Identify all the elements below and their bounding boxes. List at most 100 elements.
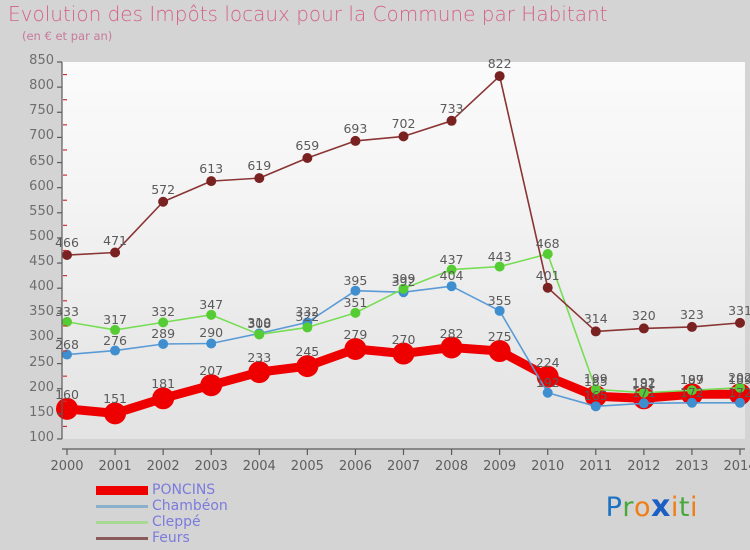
data-point[interactable]	[254, 329, 265, 340]
data-point[interactable]	[110, 324, 121, 335]
legend-color-swatch	[96, 485, 148, 495]
data-point[interactable]	[206, 309, 217, 320]
series-layer	[56, 71, 750, 425]
data-point[interactable]	[686, 397, 697, 408]
data-point[interactable]	[158, 317, 169, 328]
legend-item-label: PONCINS	[152, 482, 216, 498]
plot-background	[62, 62, 745, 439]
legend-item-clepp-[interactable]: Cleppé	[96, 514, 386, 530]
logo-letter-r: r	[622, 492, 634, 523]
legend-item-chamb-on[interactable]: Chambéon	[96, 498, 386, 514]
data-point[interactable]	[446, 115, 457, 126]
chart-legend: PONCINS Chambéon Cleppé Feurs	[96, 482, 386, 546]
data-point[interactable]	[494, 71, 505, 82]
data-point[interactable]	[296, 355, 319, 378]
data-point[interactable]	[302, 153, 313, 164]
y-axis-tick-label: 350	[29, 304, 54, 320]
data-point[interactable]	[350, 307, 361, 318]
x-axis-tick-label: 2006	[338, 459, 372, 474]
x-axis-tick-label: 2008	[435, 459, 469, 474]
data-point[interactable]	[350, 135, 361, 146]
data-point[interactable]	[440, 336, 463, 359]
data-point[interactable]	[638, 387, 649, 398]
y-axis-tick-label: 400	[29, 279, 54, 295]
y-axis-tick-label: 450	[29, 254, 54, 270]
data-point[interactable]	[56, 397, 78, 420]
x-axis-tick-label: 2009	[483, 459, 517, 474]
chart-header: Evolution des Impôts locaux pour la Comm…	[8, 2, 607, 43]
data-point[interactable]	[542, 387, 553, 398]
legend-item-poncins[interactable]: PONCINS	[96, 482, 386, 498]
data-point[interactable]	[110, 345, 121, 356]
data-point[interactable]	[200, 374, 223, 397]
legend-item-feurs[interactable]: Feurs	[96, 530, 386, 546]
series-poncins	[56, 336, 750, 425]
data-point[interactable]	[735, 317, 745, 328]
data-point[interactable]	[735, 382, 745, 393]
x-axis-tick-label: 2007	[386, 459, 421, 474]
data-point[interactable]	[206, 338, 217, 349]
data-point[interactable]	[590, 326, 601, 337]
logo-letter-i2: i	[689, 492, 698, 523]
data-point[interactable]	[494, 261, 505, 272]
y-axis-tick-label: 700	[29, 128, 54, 144]
legend-color-swatch	[96, 520, 148, 524]
x-axis-tick-label: 2002	[146, 459, 180, 474]
data-point[interactable]	[398, 131, 409, 142]
logo-letter-t: t	[678, 492, 690, 523]
data-point[interactable]	[158, 338, 169, 349]
logo-letter-x: x	[651, 489, 671, 524]
data-point[interactable]	[62, 349, 72, 360]
data-point[interactable]	[590, 401, 601, 412]
data-point[interactable]	[62, 316, 72, 327]
data-point[interactable]	[638, 398, 649, 409]
proxiti-logo[interactable]: Proxiti	[606, 489, 698, 524]
y-axis-tick-label: 500	[29, 228, 54, 244]
data-point[interactable]	[686, 321, 697, 332]
y-axis-tick-label: 600	[29, 178, 54, 194]
data-point[interactable]	[398, 283, 409, 294]
x-axis-tick-label: 2011	[579, 459, 613, 474]
data-point[interactable]	[735, 397, 745, 408]
chart-subtitle: (en € et par an)	[22, 29, 113, 43]
x-axis-tick-label: 2005	[290, 459, 324, 474]
x-axis-tick-label: 2004	[242, 459, 276, 474]
legend-color-swatch	[96, 504, 148, 508]
y-axis-tick-label: 150	[29, 404, 54, 420]
data-point[interactable]	[638, 323, 649, 334]
series-clepp-	[62, 249, 745, 398]
data-point[interactable]	[248, 361, 271, 384]
data-point[interactable]	[392, 342, 415, 365]
data-point[interactable]	[686, 385, 697, 396]
data-point[interactable]	[152, 387, 175, 410]
data-point[interactable]	[494, 305, 505, 316]
data-point[interactable]	[590, 384, 601, 395]
data-point[interactable]	[62, 250, 72, 261]
legend-color-swatch	[96, 536, 148, 540]
x-axis-tick-label: 2013	[675, 459, 709, 474]
data-point[interactable]	[584, 385, 607, 408]
data-point[interactable]	[302, 322, 313, 333]
data-point[interactable]	[254, 173, 265, 184]
page-title: Evolution des Impôts locaux pour la Comm…	[8, 2, 608, 26]
data-point[interactable]	[542, 282, 553, 293]
data-point[interactable]	[158, 196, 169, 207]
data-point[interactable]	[350, 285, 361, 296]
data-point[interactable]	[488, 340, 511, 363]
data-point[interactable]	[536, 365, 559, 388]
data-point[interactable]	[446, 281, 457, 292]
data-point[interactable]	[110, 247, 121, 258]
legend-item-label: Feurs	[152, 530, 190, 546]
data-point[interactable]	[344, 338, 367, 361]
plot-area	[56, 62, 750, 439]
data-point[interactable]	[206, 176, 217, 187]
data-point[interactable]	[542, 249, 553, 260]
logo-letter-o: o	[633, 492, 652, 523]
x-axis-tick-label: 2012	[627, 459, 661, 474]
data-point[interactable]	[104, 402, 127, 425]
y-axis-tick-label: 300	[29, 329, 54, 345]
y-axis-tick-label: 850	[29, 53, 54, 68]
data-point[interactable]	[446, 264, 457, 275]
y-axis-tick-label: 650	[29, 153, 54, 169]
